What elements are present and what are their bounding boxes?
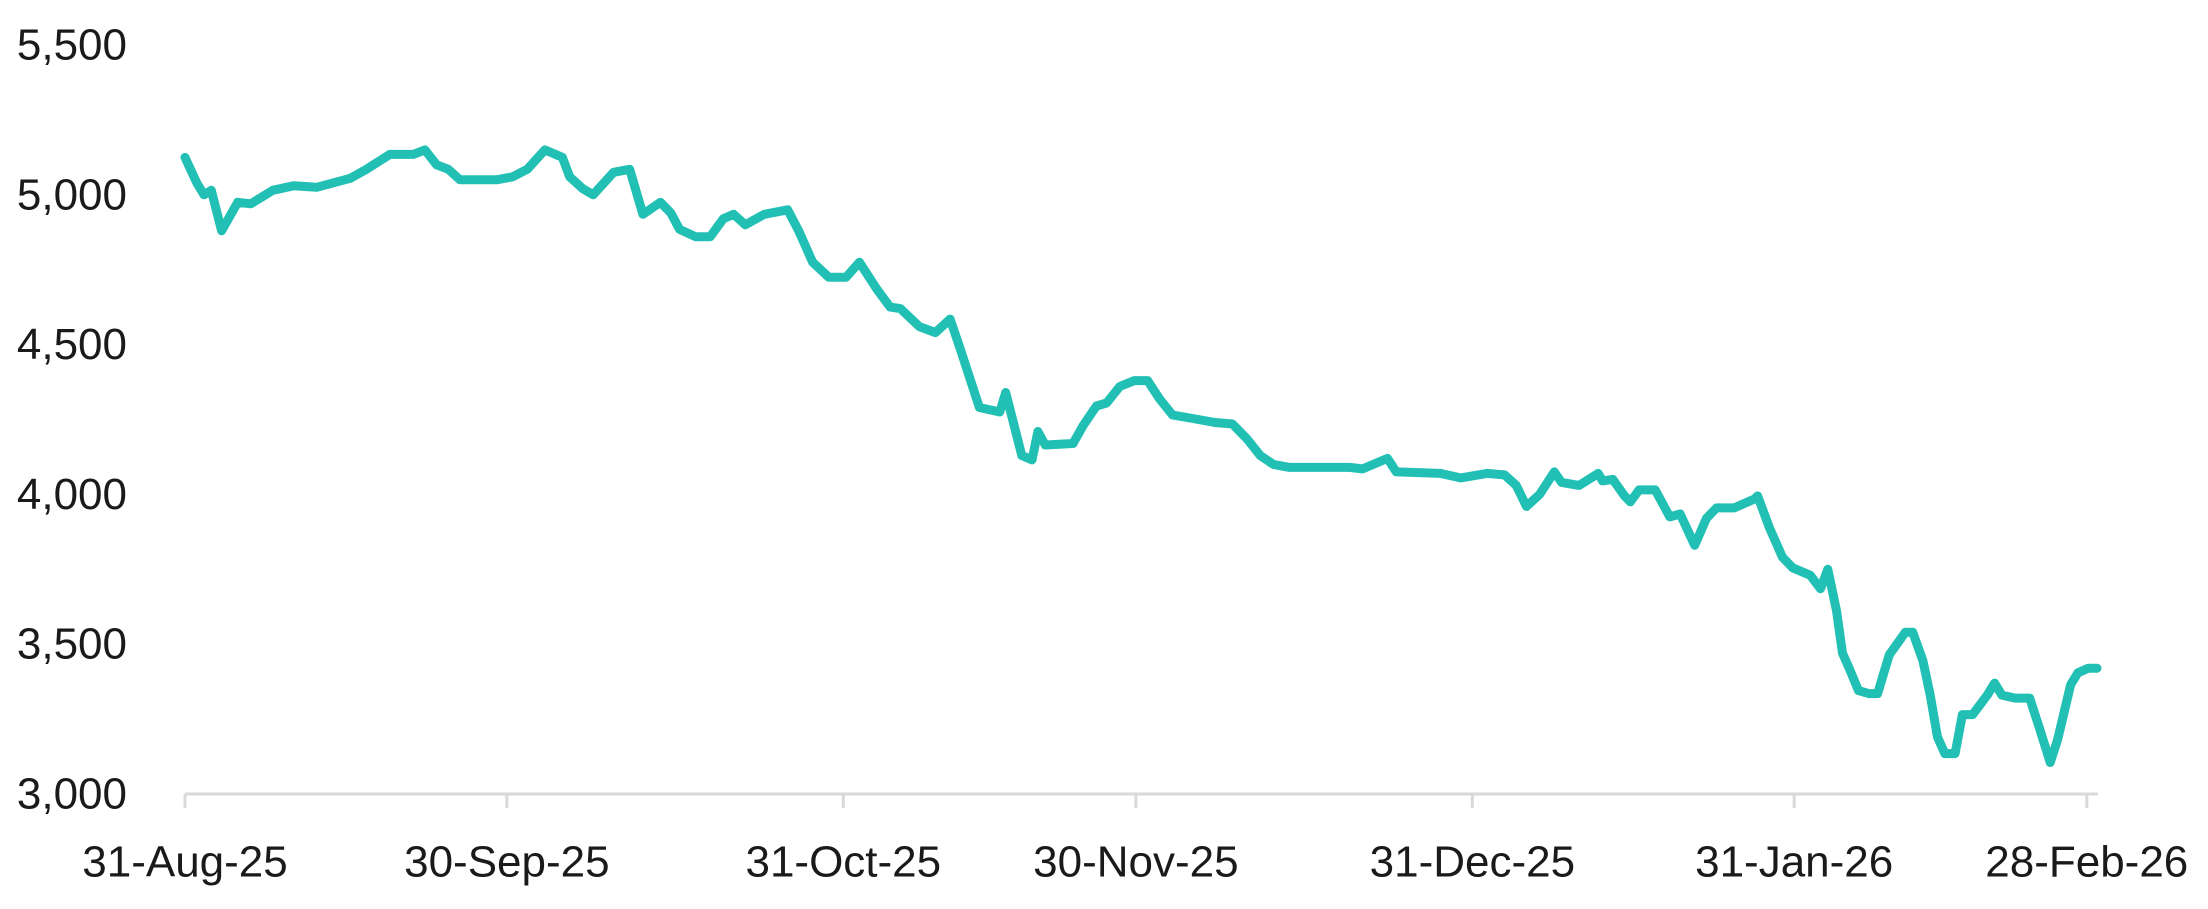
x-axis-tick-label: 31-Oct-25	[745, 838, 941, 887]
x-axis-tick-label: 30-Sep-25	[404, 838, 609, 887]
y-axis-tick-label: 5,000	[17, 170, 127, 219]
x-axis-tick-label: 28-Feb-26	[1985, 838, 2188, 887]
x-axis-tick-label: 30-Nov-25	[1033, 838, 1238, 887]
x-axis-tick-label: 31-Dec-25	[1370, 838, 1575, 887]
y-axis-tick-label: 3,500	[17, 620, 127, 669]
y-axis-tick-label: 4,500	[17, 320, 127, 369]
x-axis-tick-label: 31-Aug-25	[82, 838, 287, 887]
y-axis-tick-label: 4,000	[17, 470, 127, 519]
x-axis-tick-label: 31-Jan-26	[1695, 838, 1893, 887]
y-axis-tick-label: 5,500	[17, 21, 127, 70]
y-axis-tick-label: 3,000	[17, 770, 127, 819]
series-line-index-level	[180, 145, 2102, 767]
